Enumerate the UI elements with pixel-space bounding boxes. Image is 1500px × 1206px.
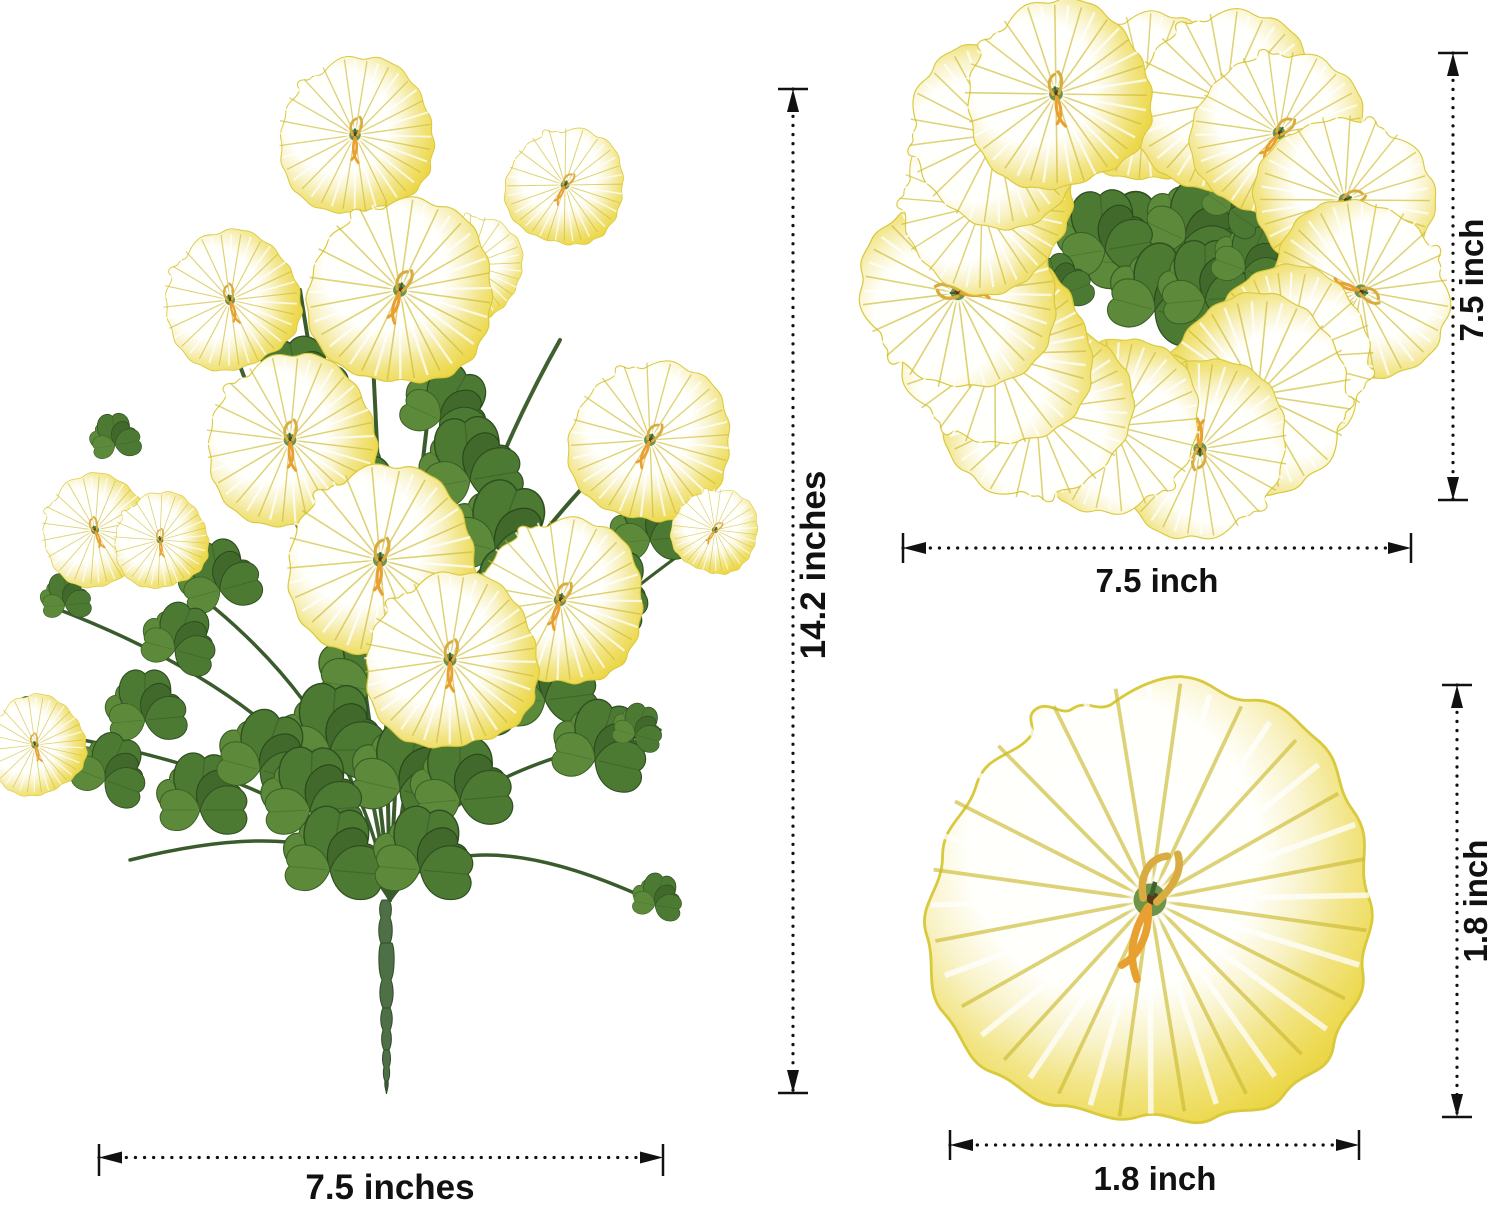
svg-text:7.5 inch: 7.5 inch <box>1096 562 1219 599</box>
svg-text:1.8 inch: 1.8 inch <box>1457 840 1494 963</box>
svg-text:7.5 inches: 7.5 inches <box>305 1168 474 1206</box>
svg-text:7.5 inch: 7.5 inch <box>1453 219 1490 342</box>
svg-text:14.2 inches: 14.2 inches <box>794 471 833 660</box>
svg-text:1.8 inch: 1.8 inch <box>1094 1160 1217 1197</box>
